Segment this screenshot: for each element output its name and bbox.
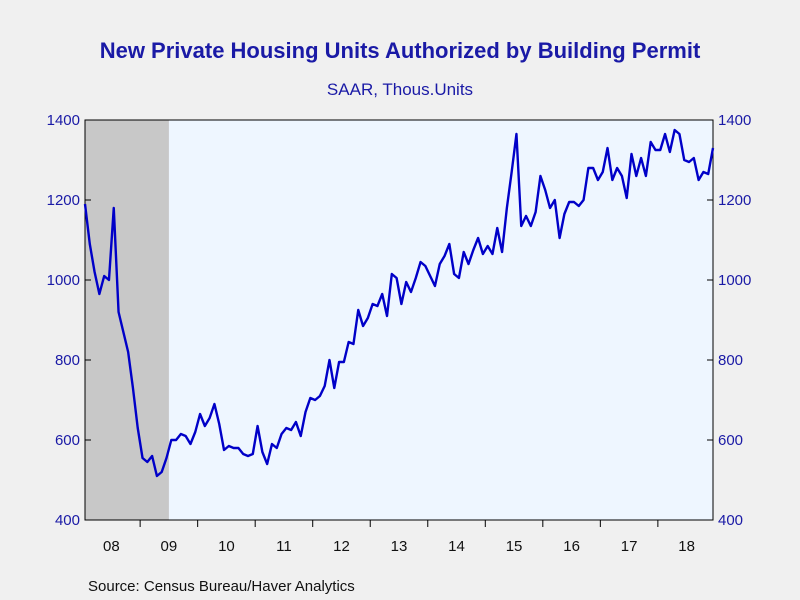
chart-subtitle: SAAR, Thous.Units xyxy=(326,80,474,99)
y-tick-label-right: 1400 xyxy=(718,112,751,129)
y-tick-label-left: 400 xyxy=(55,512,80,529)
source-note: Source: Census Bureau/Haver Analytics xyxy=(88,578,355,595)
y-tick-label-right: 1200 xyxy=(718,192,751,209)
x-tick-label: 15 xyxy=(506,538,523,555)
x-tick-label: 14 xyxy=(448,538,465,555)
y-tick-label-left: 800 xyxy=(55,352,80,369)
x-tick-label: 17 xyxy=(621,538,638,555)
x-tick-label: 16 xyxy=(563,538,580,555)
x-tick-label: 11 xyxy=(276,538,292,555)
series-line xyxy=(83,128,715,478)
x-tick-label: 18 xyxy=(678,538,695,555)
x-tick-label: 10 xyxy=(218,538,235,555)
y-tick-label-left: 1400 xyxy=(47,112,80,129)
x-tick-label: 13 xyxy=(391,538,408,555)
y-tick-label-right: 400 xyxy=(718,512,743,529)
y-tick-label-right: 800 xyxy=(718,352,743,369)
recession-shading xyxy=(85,120,169,520)
x-tick-label: 12 xyxy=(333,538,350,555)
y-tick-label-left: 1000 xyxy=(47,272,80,289)
y-tick-label-right: 600 xyxy=(718,432,743,449)
plot-area xyxy=(85,120,713,520)
y-tick-label-left: 600 xyxy=(55,432,80,449)
y-tick-label-right: 1000 xyxy=(718,272,751,289)
x-tick-label: 09 xyxy=(161,538,178,555)
chart-title: New Private Housing Units Authorized by … xyxy=(99,38,701,63)
x-tick-label: 08 xyxy=(103,538,120,555)
y-tick-label-left: 1200 xyxy=(47,192,80,209)
plot-border xyxy=(84,119,714,521)
